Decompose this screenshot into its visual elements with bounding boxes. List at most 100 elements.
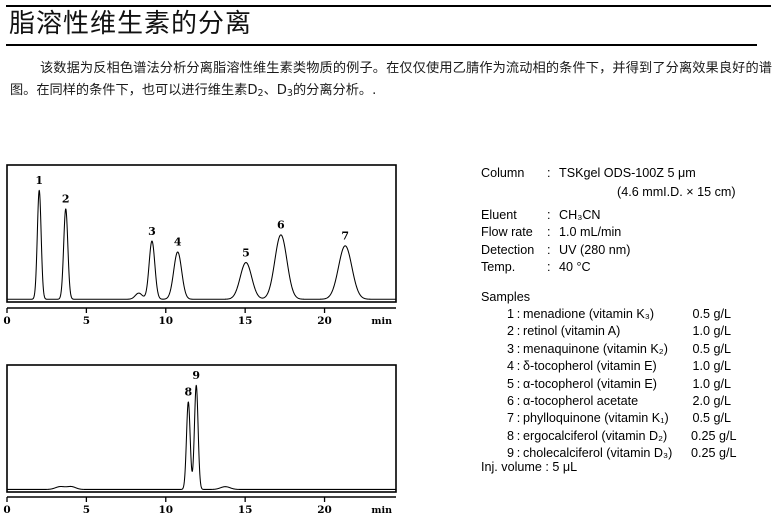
x-axis-tick-label: 5 [83, 315, 90, 327]
samples-list: 1: menadione (vitamin K₃) 0.5 g/L 2: retinol… [481, 306, 779, 463]
peak-label-1: 1 [35, 174, 43, 187]
x-axis-tick-label: 10 [158, 504, 173, 516]
sample-concentration: 0.5 g/L [692, 411, 731, 426]
x-axis-tick-label: 5 [83, 504, 90, 516]
intro-paragraph: 该数据为反相色谱法分析分离脂溶性维生素类物质的例子。在仅仅使用乙腈作为流动相的条… [10, 58, 772, 105]
sample-concentration: 1.0 g/L [692, 376, 731, 391]
condition-column-dimensions: (4.6 mmI.D. × 15 cm) [617, 184, 736, 199]
peak-label-9: 9 [192, 369, 200, 382]
chromatogram-top: 0 5 10 15 20 min 1 2 3 4 5 6 7 [0, 160, 470, 350]
signal-trace [6, 189, 397, 300]
peak-label-3: 3 [148, 225, 156, 238]
sample-name: phylloquinone (vitamin K₁) [523, 411, 669, 426]
samples-heading: Samples [481, 290, 530, 304]
intro-text-part1: 该数据为反相色谱法分析分离脂溶性维生素类物质的例子。在仅仅使用乙腈作为流动相的条… [10, 61, 772, 98]
chromatogram-bottom-plot: 0 5 10 15 20 min 89 [3, 364, 397, 516]
sample-concentration: 2.0 g/L [692, 394, 731, 409]
condition-colon-eluent: : [547, 207, 551, 222]
sample-name: ergocalciferol (vitamin D₂) [523, 428, 668, 443]
plot-frame [6, 364, 397, 493]
sample-colon: : [516, 394, 521, 409]
condition-colon-detection: : [547, 242, 551, 257]
condition-colon-column: : [547, 166, 551, 180]
sample-concentration: 1.0 g/L [692, 324, 731, 339]
sample-concentration: 0.25 g/L [691, 446, 737, 461]
sample-index: 1 [506, 307, 514, 321]
condition-key-eluent: Eluent [481, 207, 517, 222]
condition-value-temperature: 40 °C [559, 260, 591, 274]
condition-value-detection: UV (280 nm) [559, 242, 631, 257]
sample-concentration: 1.0 g/L [692, 359, 731, 374]
condition-row-detection: Detection : UV (280 nm) [481, 242, 779, 260]
sample-index: 2 [506, 324, 514, 339]
sample-index: 9 [506, 446, 514, 461]
condition-row-eluent: Eluent : CH₃CN [481, 207, 779, 225]
x-axis-tick-label: 0 [3, 315, 10, 327]
sample-row: 2: retinol (vitamin A) 1.0 g/L [481, 323, 779, 340]
sample-name: menadione (vitamin K₃) [523, 307, 655, 321]
sample-index: 3 [506, 341, 514, 356]
page-title: 脂溶性维生素的分离 [9, 9, 253, 39]
sample-colon: : [516, 324, 521, 339]
peak-label-4: 4 [174, 236, 182, 249]
sample-name: menaquinone (vitamin K₂) [523, 341, 668, 356]
condition-row-column: Column : TSKgel ODS-100Z 5 μm [481, 165, 779, 183]
x-axis-tick-label: 10 [158, 315, 173, 327]
x-axis-unit-label: min [371, 316, 392, 327]
sample-index: 6 [506, 394, 514, 409]
sample-row: 1: menadione (vitamin K₃) 0.5 g/L [481, 306, 779, 323]
sample-index: 8 [506, 428, 514, 443]
sample-row: 7: phylloquinone (vitamin K₁) 0.5 g/L [481, 410, 779, 427]
sample-concentration: 0.5 g/L [692, 307, 731, 321]
condition-key-column: Column [481, 166, 525, 180]
injection-volume: Inj. volume : 5 μL [481, 460, 578, 474]
sample-colon: : [516, 341, 521, 356]
conditions-panel: Column : TSKgel ODS-100Z 5 μm (4.6 mmI.D… [481, 165, 779, 277]
sample-name: α-tocopherol (vitamin E) [523, 376, 657, 391]
condition-colon-flow-rate: : [547, 225, 551, 239]
condition-value-flow-rate: 1.0 mL/min [559, 225, 622, 239]
peak-label-6: 6 [277, 219, 285, 232]
sample-name: δ-tocopherol (vitamin E) [523, 359, 657, 374]
sample-index: 4 [506, 359, 514, 374]
chromatogram-bottom: 0 5 10 15 20 min 8 9 [0, 360, 470, 524]
sample-name: cholecalciferol (vitamin D₃) [523, 446, 673, 461]
sample-colon: : [516, 359, 521, 374]
condition-key-temperature: Temp. [481, 260, 516, 274]
sample-row: 5: α-tocopherol (vitamin E) 1.0 g/L [481, 376, 779, 393]
peak-label-7: 7 [341, 230, 349, 243]
peak-label-8: 8 [184, 385, 192, 398]
x-axis-tick-label: 0 [3, 504, 10, 516]
condition-row-temperature: Temp. : 40 °C [481, 259, 779, 277]
intro-text-part2: 、D [263, 83, 287, 98]
condition-row-flow-rate: Flow rate : 1.0 mL/min [481, 224, 779, 242]
sample-row: 6: α-tocopherol acetate 2.0 g/L [481, 393, 779, 410]
sample-concentration: 0.5 g/L [692, 341, 731, 356]
sample-colon: : [516, 307, 521, 321]
title-rule-top [6, 5, 771, 7]
sample-row: 8: ergocalciferol (vitamin D₂) 0.25 g/L [481, 428, 779, 445]
title-rule-bottom [6, 44, 757, 46]
chromatogram-top-plot: 0 5 10 15 20 min 1 2 3 4 5 6 7 [3, 164, 397, 327]
sample-name: retinol (vitamin A) [523, 324, 621, 339]
sample-index: 5 [506, 376, 514, 391]
peak-label-5: 5 [242, 246, 250, 259]
intro-subscript-d3: 3 [286, 88, 293, 99]
sample-row: 4: δ-tocopherol (vitamin E) 1.0 g/L [481, 358, 779, 375]
sample-row: 3: menaquinone (vitamin K₂) 0.5 g/L [481, 341, 779, 358]
intro-text-part3: 的分离分析。. [292, 83, 377, 98]
sample-colon: : [516, 411, 521, 426]
condition-value-eluent: CH₃CN [559, 207, 601, 222]
intro-subscript-d2: 2 [257, 88, 264, 99]
sample-concentration: 0.25 g/L [691, 428, 737, 443]
x-axis-tick-label: 20 [317, 315, 332, 327]
samples-block: Samples 1: menadione (vitamin K₃) 0.5 g/L 2… [481, 289, 779, 463]
sample-row: 9: cholecalciferol (vitamin D₃) 0.25 g/L [481, 445, 779, 462]
sample-colon: : [516, 446, 521, 461]
condition-value-column: TSKgel ODS-100Z 5 μm [559, 166, 696, 180]
condition-key-flow-rate: Flow rate [481, 225, 533, 239]
peak-label-2: 2 [62, 193, 70, 206]
x-axis-tick-label: 15 [238, 315, 253, 327]
plot-frame [6, 164, 397, 303]
condition-colon-temperature: : [547, 260, 551, 274]
